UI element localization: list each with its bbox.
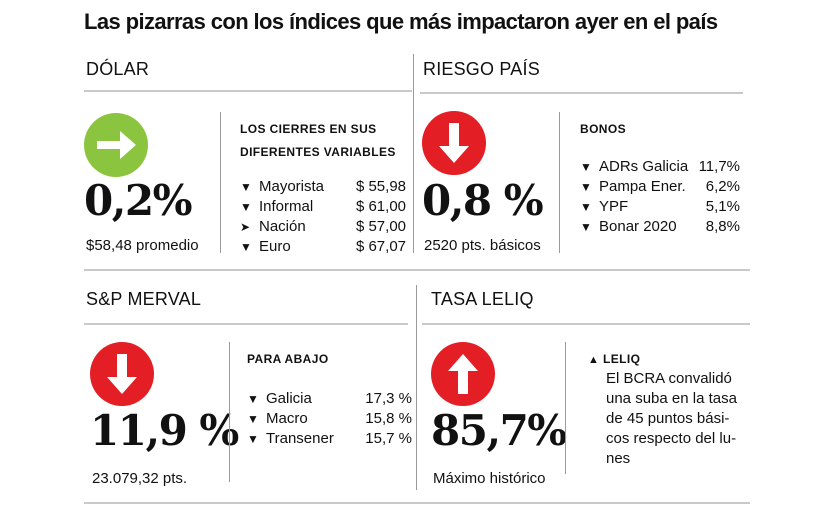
leliq-value: 85,7% [431,406,567,455]
leliq-inner-divider [565,342,566,474]
merval-inner-divider [229,342,230,482]
riesgo-table: ▼ ADRs Galicia 11,7% ▼ Pampa Ener. 6,2% ▼ YPF… [580,157,740,237]
up-triangle-icon: ▲ [588,354,600,366]
column-divider-bottom [416,285,417,490]
table-row: ▼ Transener 15,7 % [247,430,412,447]
leliq-subtitle: Máximo histórico [433,470,546,487]
merval-table-heading: PARA ABAJO [247,352,329,366]
dolar-table-heading: LOS CIERRES EN SUS DIFERENTES VARIABLES [240,122,396,159]
down-arrow-icon [422,111,486,175]
table-row: ▼ YPF 5,1% [580,198,740,215]
table-row: ▼ Bonar 2020 8,8% [580,218,740,235]
column-divider-top [413,54,414,253]
table-row: ➤ Nación $ 57,00 [240,218,406,235]
riesgo-subtitle: 2520 pts. básicos [424,237,541,254]
dolar-divider [84,90,412,92]
merval-subtitle: 23.079,32 pts. [92,470,188,487]
dolar-value: 0,2% [84,176,192,225]
bottom-divider [84,502,750,504]
dolar-subtitle: $58,48 promedio [86,237,199,254]
merval-divider [84,323,408,325]
riesgo-value: 0,8 % [422,176,544,225]
page-title: Las pizarras con los índices que más imp… [84,9,718,34]
riesgo-inner-divider [559,112,560,253]
leliq-note: El BCRA convalidó una suba en la tasa de… [606,370,737,467]
merval-table: ▼ Galicia 17,3 % ▼ Macro 15,8 % ▼ Transener 15… [247,389,412,449]
merval-value: 11,9 % [90,406,239,455]
leliq-divider [422,323,750,325]
table-row: ▼ Galicia 17,3 % [247,390,412,407]
middle-divider [84,269,750,271]
riesgo-label: RIESGO PAÍS [423,59,540,79]
dolar-table: ▼ Mayorista $ 55,98 ▼ Informal $ 61,00 ➤ Naci… [240,177,406,257]
table-row: ▼ Euro $ 67,07 [240,238,406,255]
table-row: ▼ Pampa Ener. 6,2% [580,178,740,195]
up-arrow-icon [431,342,495,406]
leliq-note-heading: ▲ LELIQ [588,352,641,366]
dolar-label: DÓLAR [86,59,150,79]
dolar-inner-divider [220,112,221,253]
riesgo-table-heading: BONOS [580,122,627,136]
right-arrow-icon [84,113,148,177]
table-row: ▼ ADRs Galicia 11,7% [580,158,740,175]
table-row: ▼ Mayorista $ 55,98 [240,178,406,195]
table-row: ▼ Informal $ 61,00 [240,198,406,215]
down-arrow-icon [90,342,154,406]
table-row: ▼ Macro 15,8 % [247,410,412,427]
leliq-label: TASA LELIQ [431,289,534,309]
merval-label: S&P MERVAL [86,289,202,309]
riesgo-divider [420,92,743,94]
